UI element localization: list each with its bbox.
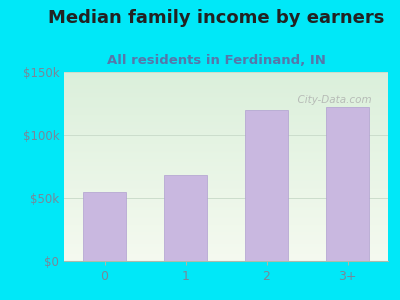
Bar [326,107,368,261]
Bar [164,175,206,261]
Bar [246,110,288,261]
Text: Median family income by earners: Median family income by earners [48,9,384,27]
Text: City-Data.com: City-Data.com [291,95,372,105]
Bar [84,192,126,261]
Text: All residents in Ferdinand, IN: All residents in Ferdinand, IN [106,54,326,67]
